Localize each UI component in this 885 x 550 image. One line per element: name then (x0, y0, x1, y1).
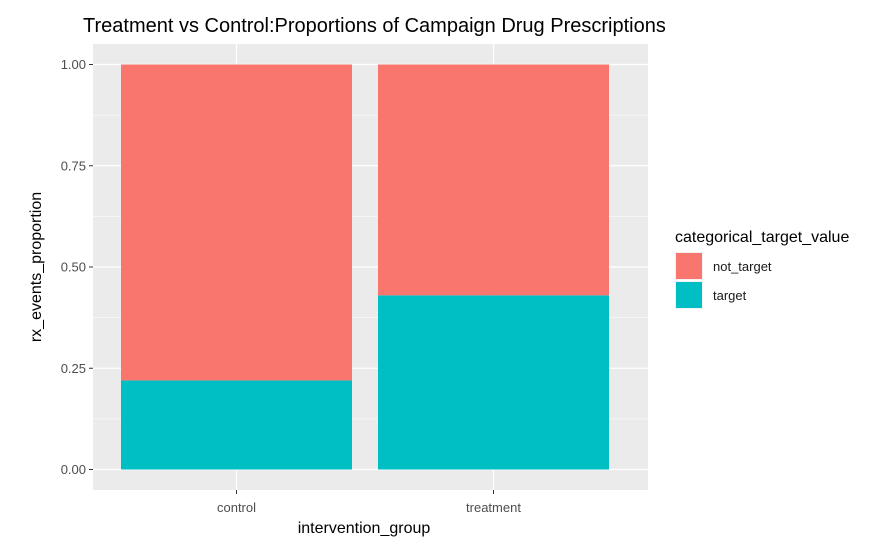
y-tick-label: 1.00 (61, 57, 86, 72)
legend-label-target: target (713, 288, 747, 303)
y-axis-title: rx_events_proportion (28, 192, 45, 342)
x-axis: control treatment (217, 490, 521, 515)
legend: categorical_target_value not_targettarge… (675, 229, 849, 309)
y-axis: 0.00 0.25 0.50 0.75 1.00 (61, 57, 93, 477)
bars (121, 64, 609, 470)
y-tick-label: 0.50 (61, 260, 86, 275)
x-tick-label: control (217, 500, 256, 515)
legend-label-not_target: not_target (713, 259, 772, 274)
bar-target-treatment (378, 295, 609, 470)
bar-not_target-control (121, 64, 352, 381)
x-axis-title: intervention_group (298, 520, 431, 537)
legend-key-not_target (676, 253, 702, 279)
bar-target-control (121, 380, 352, 470)
y-tick-label: 0.00 (61, 462, 86, 477)
x-tick-label: treatment (466, 500, 521, 515)
legend-title: categorical_target_value (675, 229, 849, 246)
chart-title: Treatment vs Control:Proportions of Camp… (83, 15, 666, 37)
y-tick-label: 0.75 (61, 158, 86, 173)
legend-key-target (676, 282, 702, 308)
bar-not_target-treatment (378, 64, 609, 296)
y-tick-label: 0.25 (61, 361, 86, 376)
